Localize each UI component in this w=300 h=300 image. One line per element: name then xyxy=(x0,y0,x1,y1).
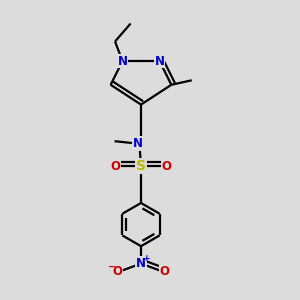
Text: +: + xyxy=(142,254,150,263)
Text: O: O xyxy=(161,160,171,172)
Text: N: N xyxy=(132,137,142,150)
Text: S: S xyxy=(136,159,146,173)
Text: N: N xyxy=(118,55,128,68)
Text: N: N xyxy=(154,55,164,68)
Text: O: O xyxy=(112,265,123,278)
Text: O: O xyxy=(159,265,170,278)
Text: O: O xyxy=(111,160,121,172)
Text: N: N xyxy=(136,257,146,270)
Text: −: − xyxy=(108,262,116,272)
